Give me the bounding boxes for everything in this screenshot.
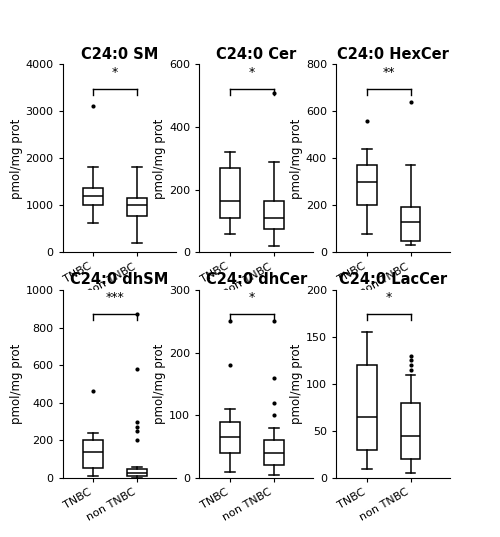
Y-axis label: pmol/mg prot: pmol/mg prot [10, 118, 22, 199]
Text: *: * [248, 66, 255, 78]
Y-axis label: pmol/mg prot: pmol/mg prot [290, 344, 303, 424]
PathPatch shape [357, 365, 376, 450]
Title: C24:0 dhSM: C24:0 dhSM [70, 272, 168, 287]
Title: C24:0 LacCer: C24:0 LacCer [339, 272, 447, 287]
PathPatch shape [357, 165, 376, 205]
Y-axis label: pmol/mg prot: pmol/mg prot [10, 344, 22, 424]
PathPatch shape [264, 201, 283, 229]
Text: *: * [112, 66, 118, 78]
Title: C24:0 HexCer: C24:0 HexCer [337, 47, 449, 62]
Title: C24:0 dhCer: C24:0 dhCer [206, 272, 307, 287]
PathPatch shape [220, 168, 240, 218]
PathPatch shape [264, 440, 283, 466]
Text: ***: *** [106, 291, 124, 304]
PathPatch shape [400, 403, 420, 459]
PathPatch shape [84, 187, 103, 205]
Y-axis label: pmol/mg prot: pmol/mg prot [154, 344, 166, 424]
PathPatch shape [127, 469, 147, 476]
PathPatch shape [400, 207, 420, 241]
PathPatch shape [220, 422, 240, 453]
Text: *: * [248, 291, 255, 304]
Title: C24:0 Cer: C24:0 Cer [216, 47, 296, 62]
Title: C24:0 SM: C24:0 SM [81, 47, 158, 62]
Text: *: * [386, 291, 392, 304]
Text: **: ** [382, 66, 395, 78]
PathPatch shape [127, 198, 147, 216]
Y-axis label: pmol/mg prot: pmol/mg prot [290, 118, 303, 199]
PathPatch shape [84, 440, 103, 468]
Y-axis label: pmol/mg prot: pmol/mg prot [154, 118, 166, 199]
